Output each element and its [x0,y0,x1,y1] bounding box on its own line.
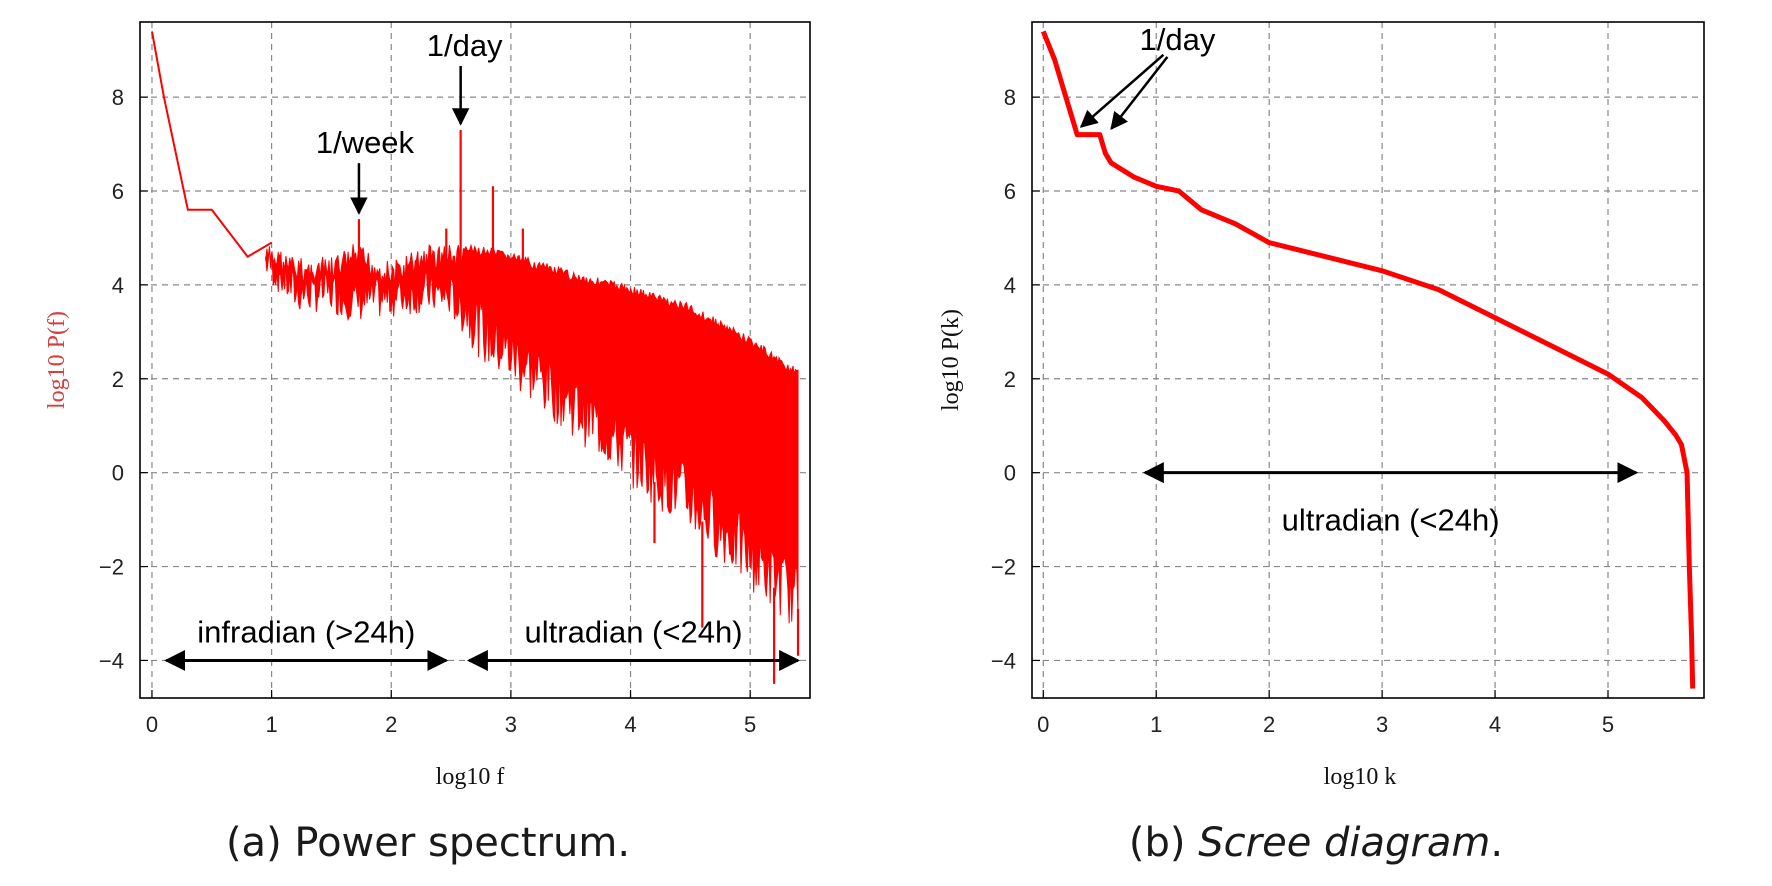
scree-diagram-tick-label-y: −2 [991,555,1016,580]
power-spectrum-range-label: infradian (>24h) [197,614,415,649]
power-spectrum-y-label: log10 P(f) [44,311,70,409]
power-spectrum-tick-label-y: −4 [99,648,124,673]
power-spectrum-caption: (a) Power spectrum. [226,820,630,866]
scree-diagram-tick-label-y: 6 [1004,179,1016,204]
scree-diagram-tick-label-y: −4 [991,648,1016,673]
power-spectrum-range-label: ultradian (<24h) [525,614,743,649]
power-spectrum-tick-label-y: 8 [112,85,124,110]
scree-day-arrow-2 [1110,56,1169,131]
scree-diagram-tick-label-x: 0 [1037,712,1049,737]
scree-day-label: 1/day [1139,22,1215,57]
scree-diagram-caption: (b) Scree diagram. [1129,820,1503,866]
power-spectrum-x-label: log10 f [436,764,505,790]
scree-diagram-tick-label-x: 4 [1489,712,1501,737]
scree-diagram-tick-label-y: 4 [1004,273,1016,298]
power-spectrum-tick-label-x: 1 [265,712,277,737]
day-peak-label: 1/day [427,28,503,63]
scree-diagram-tick-label-x: 5 [1602,712,1614,737]
power-spectrum-tick-label-x: 0 [146,712,158,737]
power-spectrum-tick-label-x: 3 [505,712,517,737]
power-spectrum-tick-label-y: 4 [112,273,124,298]
scree-diagram-frame [1031,21,1705,699]
power-spectrum-tick-label-y: 6 [112,179,124,204]
scree-day-arrow-1 [1079,53,1165,128]
scree-diagram-tick-label-y: 8 [1004,85,1016,110]
power-spectrum-tick-label-y: 2 [112,367,124,392]
scree-diagram-range-label: ultradian (<24h) [1282,503,1500,538]
scree-diagram-tick-label-x: 2 [1263,712,1275,737]
scree-caption-prefix: (b) [1129,820,1198,866]
power-spectrum-frame [139,21,811,699]
week-peak-label: 1/week [316,125,415,160]
power-spectrum-panel: 0 1 2 3 4 5 −4 −2 0 2 4 6 8 1/week 1/day infradian (>2… [44,21,811,866]
scree-diagram-x-label: log10 k [1324,764,1397,790]
power-spectrum-band [265,243,799,624]
power-spectrum-tick-label-x: 2 [385,712,397,737]
scree-caption-italic: Scree diagram [1198,820,1490,866]
scree-diagram-annotations: 1/day ultradian (<24h) [1079,22,1639,538]
power-spectrum-upper-line [150,31,273,259]
scree-diagram-tick-label-y: 0 [1004,461,1016,486]
scree-diagram-tick-label-x: 1 [1150,712,1162,737]
scree-diagram-ticks: 0 1 2 3 4 5 −4 −2 0 2 4 6 8 [991,85,1614,737]
scree-diagram-panel: 0 1 2 3 4 5 −4 −2 0 2 4 6 8 1/day ultradian (<24h) lo… [938,21,1705,866]
scree-caption-suffix: . [1490,820,1503,866]
scree-diagram-y-label: log10 P(k) [938,309,964,411]
power-spectrum-tick-label-x: 4 [624,712,636,737]
power-spectrum-tick-label-x: 5 [744,712,756,737]
power-spectrum-ticks: 0 1 2 3 4 5 −4 −2 0 2 4 6 8 [99,85,756,737]
power-spectrum-annotations: 1/week 1/day infradian (>24h) ultradian (<2… [164,28,801,671]
power-spectrum-tick-label-y: 0 [112,461,124,486]
scree-diagram-grid [1032,22,1704,698]
power-spectrum-tick-label-y: −2 [99,555,124,580]
scree-diagram-line [1040,30,1696,689]
scree-diagram-tick-label-y: 2 [1004,367,1016,392]
scree-diagram-tick-label-x: 3 [1376,712,1388,737]
